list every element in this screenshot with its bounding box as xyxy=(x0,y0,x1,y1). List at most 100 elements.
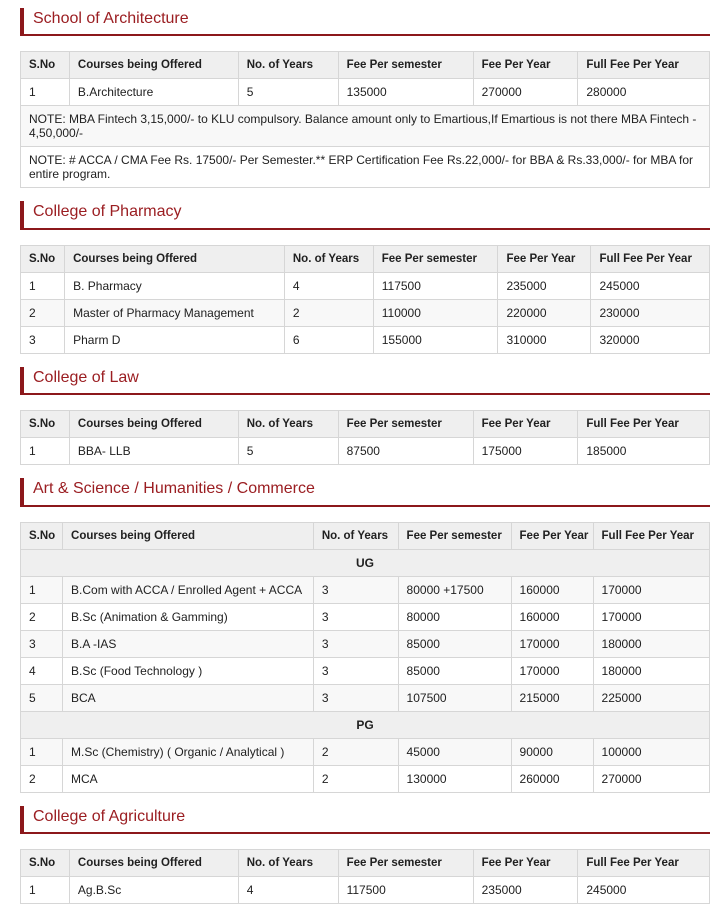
group-row: PG xyxy=(20,710,710,739)
column-header: S.No xyxy=(19,244,66,273)
course-cell: 135000 xyxy=(337,78,474,107)
column-header: Fee Per semester xyxy=(337,848,474,877)
column-header: Fee Per Year xyxy=(472,848,579,877)
note-row: NOTE: # ACCA / CMA Fee Rs. 17500/- Per S… xyxy=(20,146,710,189)
course-cell: 3 xyxy=(312,656,399,685)
course-cell: 180000 xyxy=(592,656,711,685)
table-header-row: S.No Courses being Offered No. of Years Fee… xyxy=(19,244,710,273)
fee-table: S.No Courses being Offered No. of Years Fee… xyxy=(20,51,710,189)
section-title: College of Pharmacy xyxy=(33,203,182,221)
note-text: NOTE: # ACCA / CMA Fee Rs. 17500/- Per S… xyxy=(20,146,710,189)
column-header: S.No xyxy=(19,521,64,550)
course-cell: 90000 xyxy=(510,737,594,766)
column-header: Courses being Offered xyxy=(68,410,239,439)
course-cell: 1 xyxy=(19,271,66,300)
course-cell: 2 xyxy=(19,298,66,327)
course-cell: 3 xyxy=(19,629,64,658)
course-cell: 245000 xyxy=(590,271,710,300)
course-cell: 3 xyxy=(312,575,399,604)
fee-table: S.No Courses being Offered No. of Years Fee… xyxy=(20,848,710,904)
column-header: Fee Per Year xyxy=(472,51,579,80)
course-cell: B.Com with ACCA / Enrolled Agent + ACCA xyxy=(62,575,314,604)
course-section: School of Architecture S.No Courses being… xyxy=(20,8,710,189)
course-cell: 1 xyxy=(19,737,64,766)
course-cell: Ag.B.Sc xyxy=(68,875,239,904)
course-cell: 320000 xyxy=(590,325,710,354)
course-cell: 155000 xyxy=(372,325,499,354)
course-cell: 2 xyxy=(312,764,399,793)
group-label: PG xyxy=(20,710,710,739)
column-header: No. of Years xyxy=(312,521,399,550)
section-heading: School of Architecture xyxy=(20,8,710,37)
course-cell: 85000 xyxy=(397,656,512,685)
course-cell: 3 xyxy=(312,683,399,712)
course-section: College of Agriculture S.No Courses being… xyxy=(20,805,710,904)
table-header-row: S.No Courses being Offered No. of Years Fee… xyxy=(19,521,711,550)
course-cell: 245000 xyxy=(577,875,710,904)
course-cell: 4 xyxy=(237,875,339,904)
column-header: Fee Per semester xyxy=(337,51,474,80)
group-label: UG xyxy=(20,548,710,577)
course-cell: 2 xyxy=(19,764,64,793)
course-cell: 4 xyxy=(19,656,64,685)
course-row: 1 B. Pharmacy 4 117500 235000 245000 xyxy=(19,271,710,300)
course-cell: 1 xyxy=(20,875,70,904)
column-header: No. of Years xyxy=(237,848,339,877)
course-cell: B. Pharmacy xyxy=(64,271,285,300)
column-header: S.No xyxy=(20,848,70,877)
course-cell: 160000 xyxy=(510,602,594,631)
column-header: S.No xyxy=(20,410,70,439)
fee-table: S.No Courses being Offered No. of Years Fee… xyxy=(19,521,711,793)
course-section: Art & Science / Humanities / Commerce S.… xyxy=(19,478,711,793)
course-row: 3 Pharm D 6 155000 310000 320000 xyxy=(19,325,710,354)
course-row: 2 B.Sc (Animation & Gamming) 3 80000 160000 1… xyxy=(19,602,711,631)
column-header: No. of Years xyxy=(237,410,339,439)
course-cell: 185000 xyxy=(577,437,710,466)
course-cell: 2 xyxy=(283,298,374,327)
section-heading: College of Pharmacy xyxy=(20,201,710,230)
table-header-row: S.No Courses being Offered No. of Years Fee… xyxy=(20,410,710,439)
course-cell: 4 xyxy=(283,271,374,300)
course-cell: 270000 xyxy=(472,78,579,107)
course-cell: 6 xyxy=(283,325,374,354)
group-row: UG xyxy=(20,548,710,577)
section-heading: Art & Science / Humanities / Commerce xyxy=(20,478,710,507)
course-cell: 45000 xyxy=(397,737,512,766)
course-cell: 100000 xyxy=(592,737,711,766)
course-cell: 170000 xyxy=(510,629,594,658)
course-cell: 220000 xyxy=(497,298,592,327)
course-cell: 2 xyxy=(312,737,399,766)
section-title: College of Law xyxy=(33,368,139,386)
course-cell: 175000 xyxy=(472,437,579,466)
course-cell: 1 xyxy=(20,78,70,107)
course-cell: 310000 xyxy=(497,325,592,354)
course-cell: 80000 +17500 xyxy=(397,575,512,604)
column-header: Fee Per semester xyxy=(397,521,512,550)
course-row: 1 B.Com with ACCA / Enrolled Agent + ACCA… xyxy=(19,575,711,604)
column-header: Fee Per Year xyxy=(497,244,592,273)
course-cell: 230000 xyxy=(590,298,710,327)
course-cell: 1 xyxy=(19,575,64,604)
course-cell: 170000 xyxy=(510,656,594,685)
course-cell: 235000 xyxy=(497,271,592,300)
course-row: 1 BBA- LLB 5 87500 175000 185000 xyxy=(20,437,710,466)
course-cell: 80000 xyxy=(397,602,512,631)
column-header: Full Fee Per Year xyxy=(590,244,710,273)
course-cell: Master of Pharmacy Management xyxy=(64,298,285,327)
course-cell: 2 xyxy=(19,602,64,631)
column-header: No. of Years xyxy=(283,244,374,273)
column-header: Fee Per Year xyxy=(510,521,594,550)
note-text: NOTE: MBA Fintech 3,15,000/- to KLU comp… xyxy=(20,105,710,148)
column-header: Courses being Offered xyxy=(62,521,314,550)
course-cell: BCA xyxy=(62,683,314,712)
fee-table: S.No Courses being Offered No. of Years Fee… xyxy=(19,244,710,354)
course-cell: 5 xyxy=(237,78,339,107)
course-row: 1 M.Sc (Chemistry) ( Organic / Analytical… xyxy=(19,737,711,766)
course-cell: 170000 xyxy=(592,602,711,631)
table-header-row: S.No Courses being Offered No. of Years Fee… xyxy=(20,848,710,877)
column-header: No. of Years xyxy=(237,51,339,80)
column-header: Fee Per Year xyxy=(472,410,579,439)
course-cell: 110000 xyxy=(372,298,499,327)
course-cell: 270000 xyxy=(592,764,711,793)
